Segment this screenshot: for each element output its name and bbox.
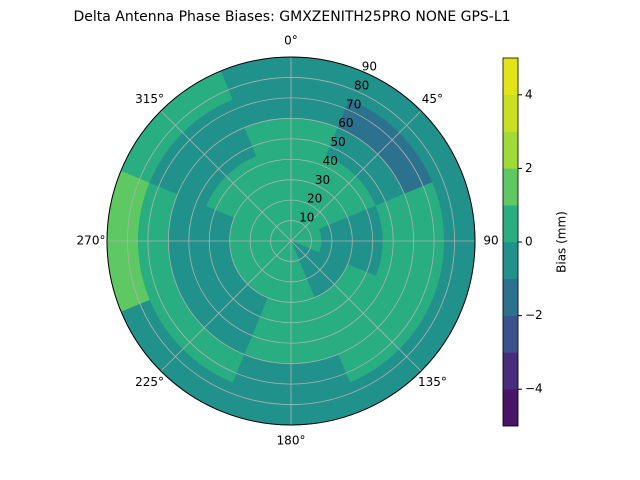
- polar-frame: [106, 56, 476, 426]
- theta-tick-label: 0°: [284, 34, 298, 48]
- theta-tick-label: 315°: [135, 92, 164, 106]
- theta-tick-label: 270°: [77, 234, 106, 248]
- colorbar-tick-label: 0: [525, 235, 533, 249]
- colorbar-tick-label: −2: [525, 308, 543, 322]
- r-tick-label: 30: [315, 173, 330, 187]
- colorbar-band: [502, 168, 519, 206]
- theta-tick-label: 90: [483, 234, 498, 248]
- theta-tick-label: 180°: [277, 434, 306, 448]
- colorbar-label: Bias (mm): [555, 211, 569, 273]
- grid-spoke: [160, 240, 292, 372]
- theta-tick-label: 135°: [418, 375, 447, 389]
- colorbar-band: [502, 388, 519, 427]
- grid-spoke: [290, 240, 422, 372]
- colorbar-band: [502, 241, 519, 280]
- polar-plot: 10 20 30 40 50 60 70 80 90 0° 45° 90 135° 180° 225° 270…: [77, 34, 499, 448]
- colorbar-tick-label: −4: [525, 382, 543, 396]
- r-tick-label: 50: [330, 135, 345, 149]
- r-tick-label: 90: [362, 60, 377, 74]
- r-tick-label: 40: [323, 154, 338, 168]
- colorbar-band: [502, 278, 519, 316]
- colorbar-band: [502, 57, 519, 96]
- theta-tick-label: 45°: [422, 92, 443, 106]
- theta-tick-label: 225°: [135, 375, 164, 389]
- r-tick-label: 20: [307, 192, 322, 206]
- r-tick-label: 60: [338, 116, 353, 130]
- colorbar: −4 −2 0 2 4 Bias (mm): [502, 57, 569, 427]
- colorbar-band: [502, 352, 519, 390]
- grid-spoke: [160, 110, 292, 242]
- colorbar-tick-label: 2: [525, 161, 533, 175]
- r-tick-label: 80: [354, 78, 369, 92]
- r-tick-label: 70: [346, 97, 361, 111]
- colorbar-band: [502, 94, 519, 132]
- colorbar-tick-label: 4: [525, 87, 533, 101]
- colorbar-band: [502, 204, 519, 243]
- r-tick-label: 10: [299, 211, 314, 225]
- colorbar-band: [502, 315, 519, 353]
- colorbar-band: [502, 131, 519, 169]
- grid-spoke: [290, 110, 422, 242]
- chart-title: Delta Antenna Phase Biases: GMXZENITH25P…: [73, 9, 510, 25]
